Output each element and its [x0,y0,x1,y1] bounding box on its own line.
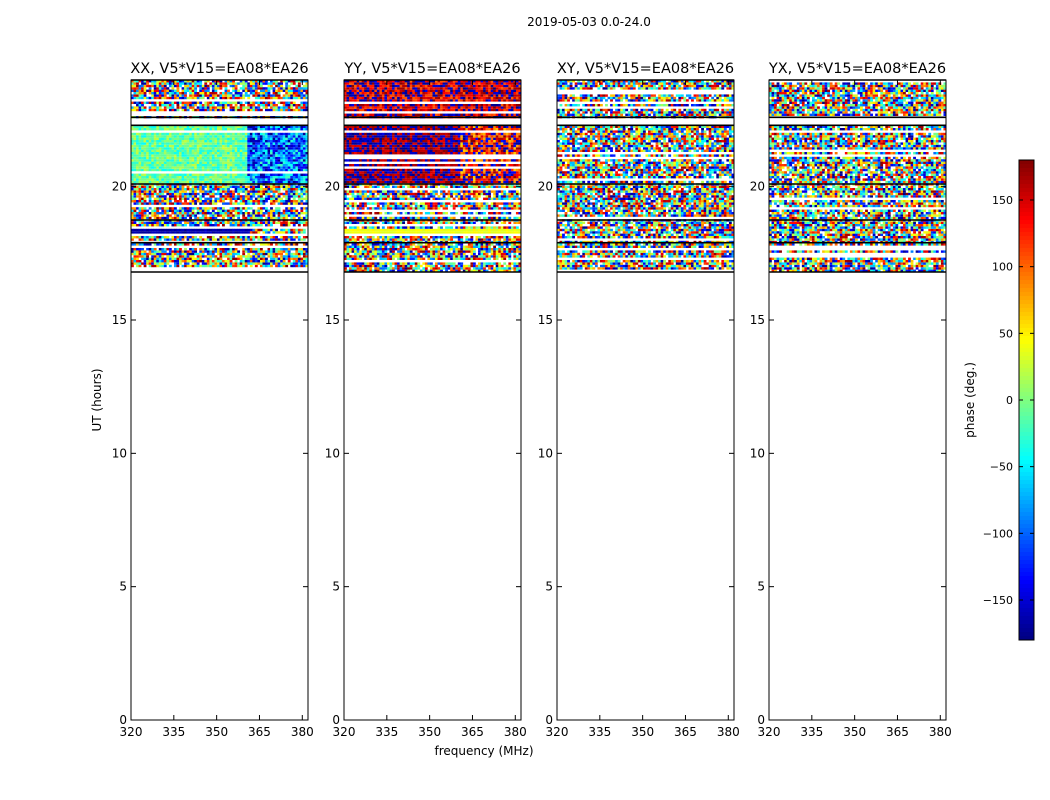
y-tick-label: 5 [119,580,127,594]
y-tick-label: 0 [545,713,553,727]
panel-title: XX, V5*V15=EA08*EA26 [130,61,308,77]
y-tick-label: 0 [332,713,340,727]
x-tick-label: 380 [504,725,527,739]
x-tick-label: 380 [929,725,952,739]
x-tick-label: 335 [588,725,611,739]
panel-yy: 320 335 350 365 380 0 5 10 15 20 YY, V5*V15=EA08*E… [325,61,527,739]
x-tick-label: 365 [674,725,697,739]
x-tick-label: 350 [418,725,441,739]
heatmap-cells [769,82,947,272]
figure-title: 2019-05-03 0.0-24.0 [527,15,651,29]
x-tick-label: 365 [461,725,484,739]
y-tick-label: 15 [325,313,340,327]
panel-xx: 320 335 350 365 380 0 5 10 15 20 XX, V5*V15=EA08*E… [112,61,314,739]
colorbar-tick-label: 50 [999,327,1013,340]
axes-frame [556,79,735,721]
axes-frame [130,79,309,721]
x-tick-label: 320 [546,725,569,739]
y-tick-label: 15 [112,313,127,327]
colorbar-tick-label: 100 [992,261,1013,274]
y-tick-label: 5 [545,580,553,594]
y-tick-label: 0 [119,713,127,727]
panel-title: YX, V5*V15=EA08*EA26 [768,61,946,77]
colorbar-gradient [1019,160,1034,641]
colorbar-tick-label: 150 [992,194,1013,207]
y-tick-label: 0 [757,713,765,727]
colorbar-label: phase (deg.) [963,362,977,438]
panel-xy: 320 335 350 365 380 0 5 10 15 20 XY, V5*V15=EA08*E… [538,61,740,739]
x-tick-label: 320 [120,725,143,739]
y-tick-label: 10 [112,446,127,460]
colorbar-tick-label: −150 [983,594,1013,607]
x-tick-label: 320 [758,725,781,739]
colorbar-tick-label: 0 [1006,394,1013,407]
y-tick-label: 10 [750,446,765,460]
y-tick-label: 15 [750,313,765,327]
x-tick-label: 350 [631,725,654,739]
heatmap-cells [131,80,309,268]
x-axis-label: frequency (MHz) [434,744,533,758]
axes-frame [768,79,947,721]
x-tick-label: 320 [333,725,356,739]
x-tick-label: 380 [291,725,314,739]
y-tick-label: 20 [112,180,127,194]
x-tick-label: 335 [162,725,185,739]
x-tick-label: 365 [248,725,271,739]
x-tick-label: 335 [375,725,398,739]
y-tick-label: 5 [757,580,765,594]
y-tick-label: 10 [538,446,553,460]
y-tick-label: 20 [325,180,340,194]
axes-frame [343,79,522,721]
x-tick-label: 335 [800,725,823,739]
y-axis-label: UT (hours) [90,368,104,431]
x-tick-label: 365 [886,725,909,739]
y-tick-label: 5 [332,580,340,594]
y-tick-label: 15 [538,313,553,327]
x-tick-label: 380 [717,725,740,739]
y-tick-label: 20 [750,180,765,194]
colorbar-tick-label: −50 [990,461,1013,474]
panel-title: XY, V5*V15=EA08*EA26 [557,61,734,77]
panels: 320 335 350 365 380 0 5 10 15 20 XX, V5*V15=EA08*E… [112,61,952,739]
panel-yx: 320 335 350 365 380 0 5 10 15 20 YX, V5*V15=EA08*E… [750,61,952,739]
y-tick-label: 10 [325,446,340,460]
colorbar-tick-label: −100 [983,527,1013,540]
x-tick-label: 350 [205,725,228,739]
y-tick-label: 20 [538,180,553,194]
x-tick-label: 350 [843,725,866,739]
panel-title: YY, V5*V15=EA08*EA26 [343,61,520,77]
colorbar: 150 100 50 0 −50 −100 −150 [983,159,1035,641]
